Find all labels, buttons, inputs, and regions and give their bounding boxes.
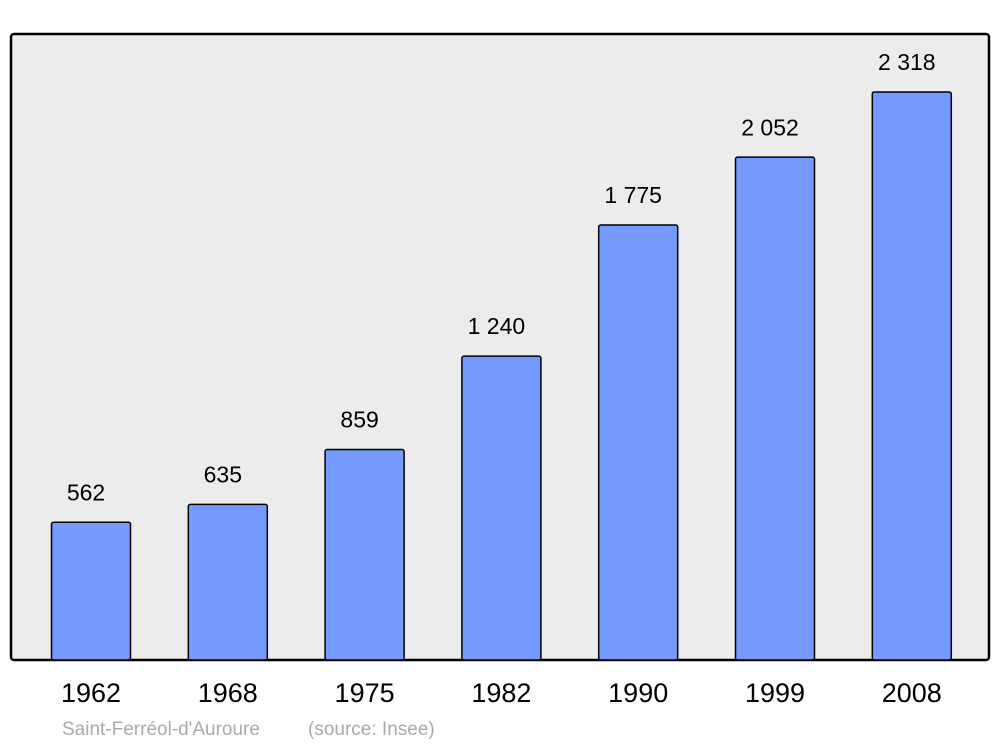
x-tick-label: 1982 bbox=[471, 678, 531, 708]
x-tick-label: 1968 bbox=[198, 678, 258, 708]
value-label: 635 bbox=[204, 461, 242, 487]
bar bbox=[187, 503, 269, 661]
x-tick-label: 1975 bbox=[335, 678, 395, 708]
caption: Saint-Ferréol-d'Auroure bbox=[62, 719, 260, 740]
bar bbox=[50, 521, 132, 661]
x-tick-label: 1962 bbox=[61, 678, 121, 708]
bar bbox=[871, 91, 953, 661]
value-label: 1 240 bbox=[468, 313, 526, 339]
bar bbox=[597, 224, 679, 661]
bar bbox=[324, 448, 405, 661]
value-label: 2 052 bbox=[741, 114, 799, 140]
source: (source: Insee) bbox=[308, 719, 435, 740]
x-tick-label: 2008 bbox=[882, 678, 942, 708]
bar bbox=[461, 355, 542, 661]
x-tick-label: 1990 bbox=[608, 678, 668, 708]
value-label: 859 bbox=[340, 407, 378, 433]
value-label: 2 318 bbox=[878, 49, 936, 75]
value-label: 1 775 bbox=[604, 182, 662, 208]
x-tick-label: 1999 bbox=[745, 678, 805, 708]
bar bbox=[734, 156, 816, 661]
value-label: 562 bbox=[67, 479, 105, 505]
